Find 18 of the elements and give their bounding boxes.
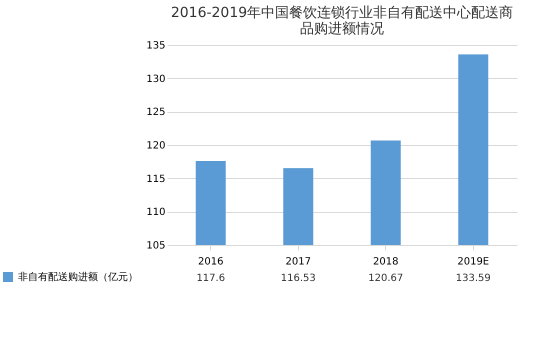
y-tick-label: 135 — [146, 40, 166, 52]
x-tick-label: 2017 — [286, 256, 311, 268]
data-label: 133.59 — [456, 273, 491, 284]
data-label: 120.67 — [368, 273, 404, 284]
y-tick-label: 125 — [146, 107, 166, 118]
x-tick-label: 2016 — [198, 256, 224, 268]
text: 品购进额情况 — [300, 21, 384, 37]
data-label: 116.53 — [280, 273, 316, 284]
y-tick-label: 120 — [146, 140, 166, 152]
x-tick-label: 2019E — [457, 256, 490, 268]
y-tick-label: 110 — [146, 207, 166, 218]
x-tick-label: 2018 — [373, 256, 398, 268]
legend-label: 非自有配送购进额（亿元） — [18, 271, 138, 283]
y-tick-label: 105 — [146, 240, 166, 252]
y-tick-label: 130 — [146, 74, 166, 85]
text: 2016-2019年中国餐饮连锁行业非自有配送中心配送商 — [170, 5, 514, 21]
y-tick-label: 115 — [146, 174, 166, 185]
data-label: 117.6 — [196, 273, 226, 284]
